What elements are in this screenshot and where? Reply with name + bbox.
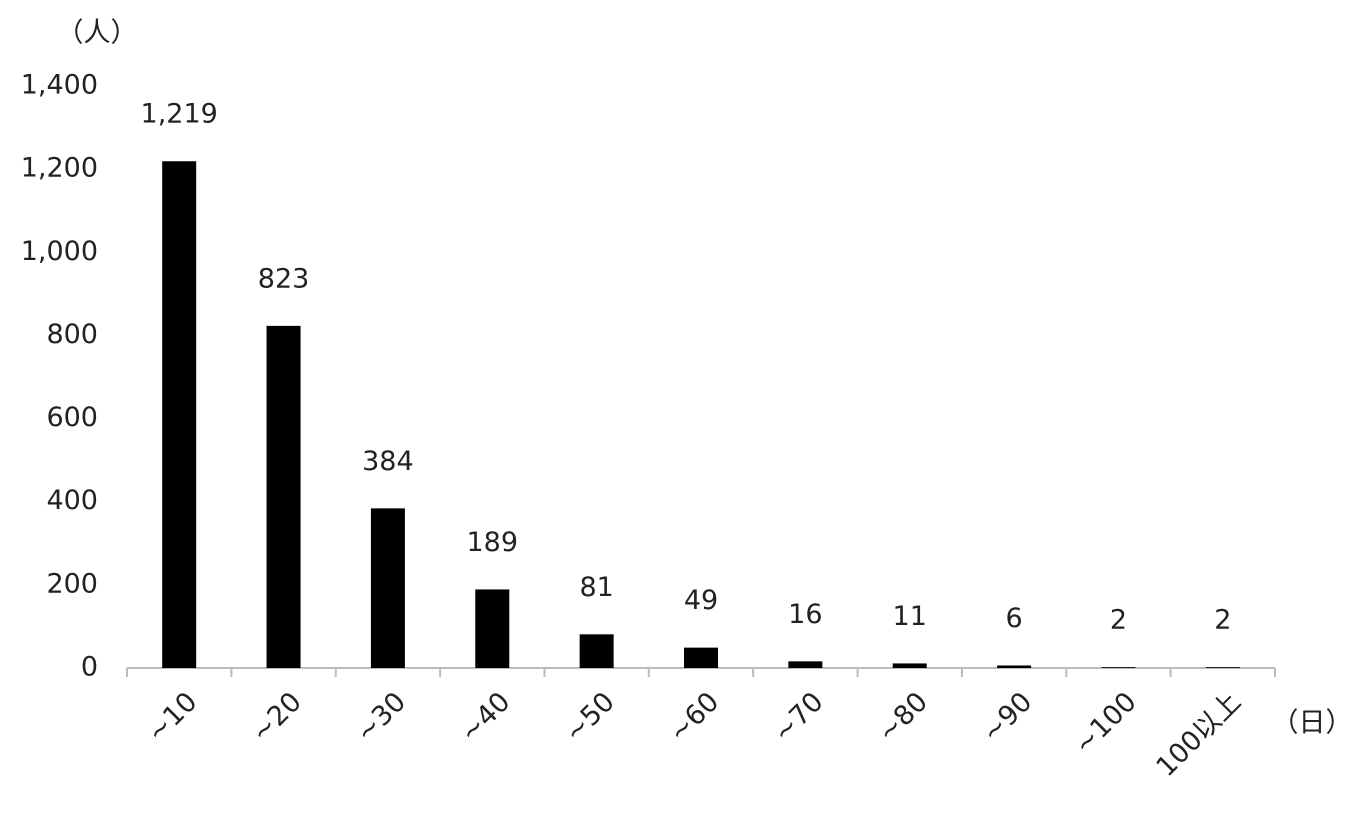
x-tick-label: ~70	[767, 686, 829, 748]
bar	[1101, 667, 1136, 668]
bar	[788, 661, 823, 668]
y-tick-label: 1,200	[21, 153, 98, 184]
bar	[475, 589, 510, 668]
value-label: 2	[1214, 605, 1231, 636]
bar	[266, 325, 301, 668]
x-tick-label: ~100	[1068, 686, 1142, 760]
x-tick-label: 100以上	[1151, 686, 1248, 783]
y-tick-label: 0	[81, 652, 98, 683]
y-axis-label: （人）	[57, 18, 138, 49]
value-label: 6	[1005, 603, 1022, 634]
bar	[370, 508, 405, 668]
x-tick-label: ~50	[559, 686, 621, 748]
x-tick-label: ~30	[350, 686, 412, 748]
value-label: 81	[579, 572, 613, 603]
bar	[684, 647, 718, 668]
y-tick-label: 1,400	[21, 70, 98, 101]
x-tick-label: ~80	[872, 686, 934, 748]
x-tick-label: ~20	[246, 686, 308, 748]
x-tick-label: ~40	[454, 686, 516, 748]
value-label: 1,219	[141, 99, 218, 130]
value-label: 16	[788, 599, 822, 630]
y-tick-label: 200	[46, 568, 98, 599]
value-label: 2	[1110, 605, 1127, 636]
x-axis-label: （日）	[1272, 708, 1353, 739]
bar	[1205, 667, 1240, 668]
value-label: 189	[466, 527, 518, 558]
x-tick-label: ~90	[976, 686, 1038, 748]
value-label: 49	[684, 585, 718, 616]
y-tick-label: 600	[46, 402, 98, 433]
bar	[579, 634, 614, 668]
x-tick-label: ~60	[663, 686, 725, 748]
bar	[997, 665, 1032, 668]
x-tick-label: ~10	[141, 686, 203, 748]
bar	[892, 663, 927, 668]
bar	[162, 161, 197, 668]
y-tick-label: 1,000	[21, 236, 98, 267]
value-label: 384	[362, 446, 414, 477]
y-tick-label: 800	[46, 319, 98, 350]
y-tick-label: 400	[46, 485, 98, 516]
value-label: 11	[893, 601, 927, 632]
value-label: 823	[258, 263, 310, 294]
